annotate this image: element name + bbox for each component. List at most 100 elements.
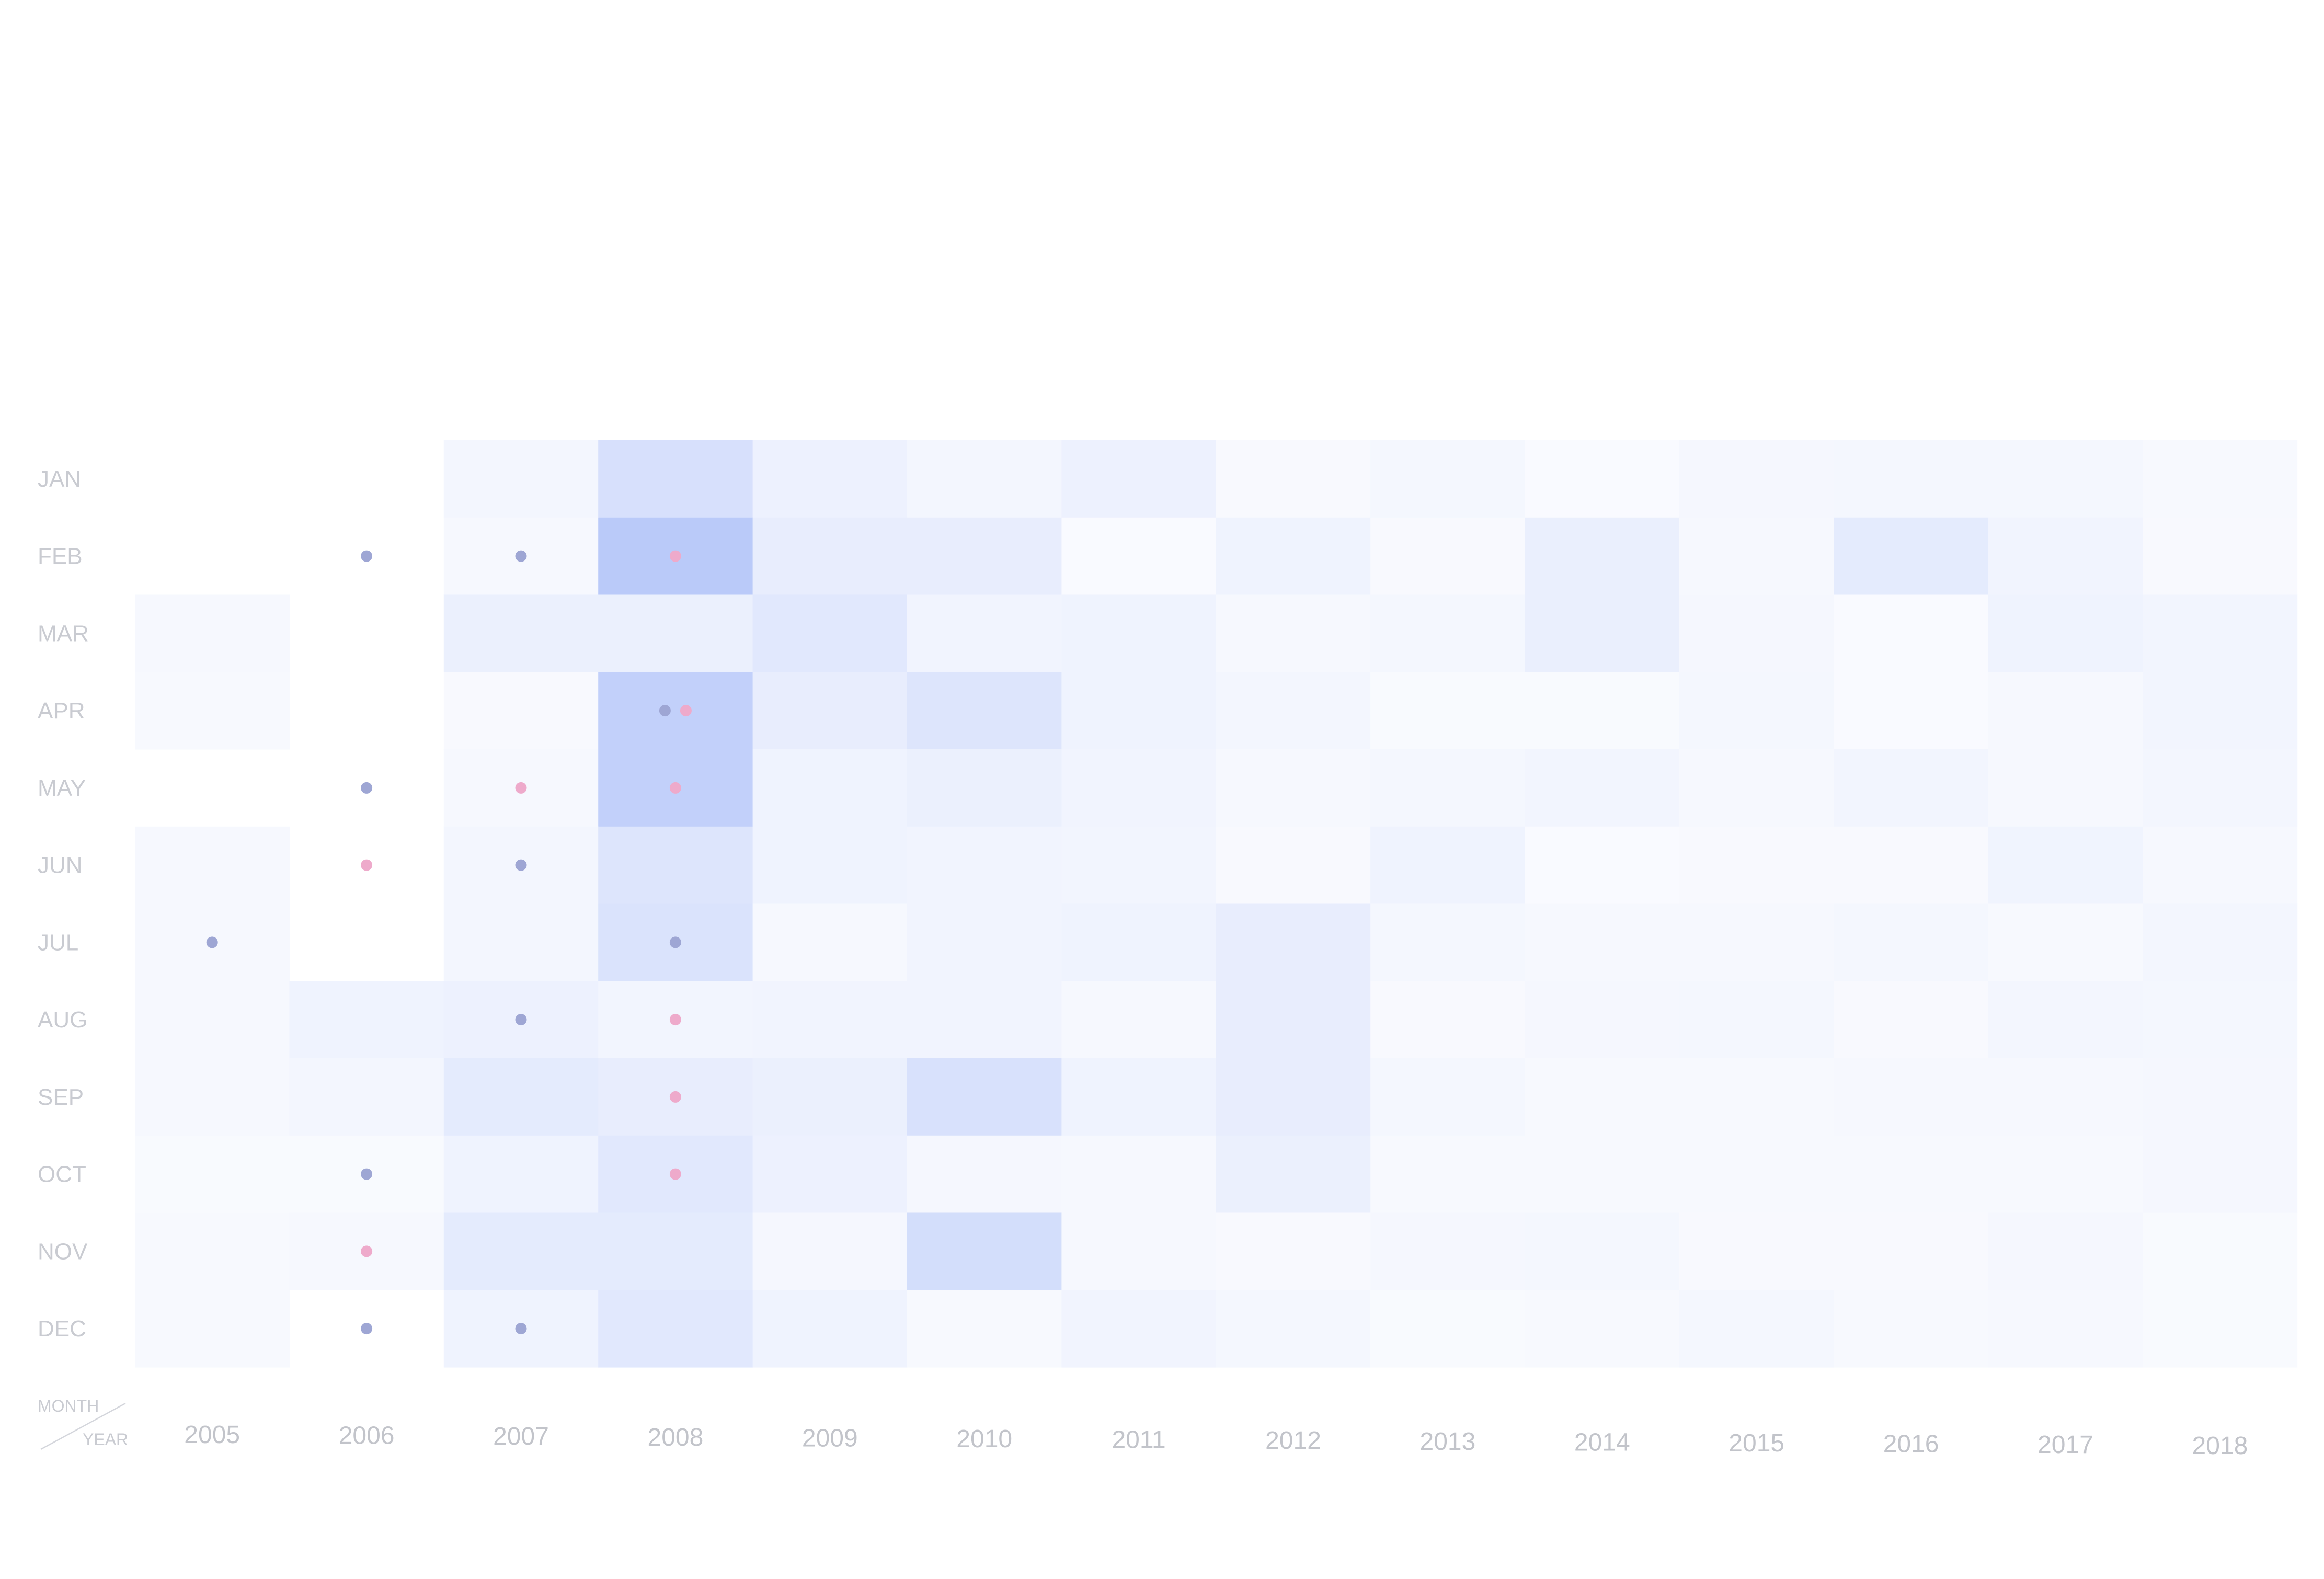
marker-pink-nov-2006 (361, 1245, 373, 1257)
heatmap-cell-jan-2010 (907, 440, 1062, 518)
month-label-jan: JAN (38, 466, 81, 492)
heatmap-cell-mar-2008 (598, 594, 753, 672)
year-label-2014: 2014 (1574, 1428, 1630, 1456)
heatmap-cell-jul-2016 (1834, 903, 1989, 981)
heatmap-cell-jun-2014 (1525, 826, 1680, 905)
heatmap-cell-nov-2015 (1679, 1212, 1834, 1290)
heatmap-cell-dec-2017 (1988, 1290, 2143, 1368)
heatmap-cell-apr-2010 (907, 672, 1062, 750)
heatmap-cell-sep-2005 (135, 1058, 290, 1136)
heatmap-cell-jan-2018 (2143, 440, 2298, 518)
heatmap-cell-sep-2007 (443, 1058, 599, 1136)
month-label-feb: FEB (38, 544, 83, 569)
heatmap-cell-dec-2009 (752, 1290, 908, 1368)
month-label-apr: APR (38, 698, 85, 724)
heatmap-cell-nov-2011 (1061, 1212, 1217, 1290)
heatmap-cell-jan-2013 (1370, 440, 1526, 518)
month-label-aug: AUG (38, 1007, 87, 1033)
heatmap-cell-sep-2009 (752, 1058, 908, 1136)
heatmap-cell-aug-2014 (1525, 981, 1680, 1059)
heatmap-cell-may-2015 (1679, 749, 1834, 827)
heatmap-cell-dec-2015 (1679, 1290, 1834, 1368)
heatmap-cell-apr-2015 (1679, 672, 1834, 750)
marker-blue-jul-2005 (206, 936, 218, 948)
heatmap-cell-jul-2017 (1988, 903, 2143, 981)
heatmap-cell-aug-2011 (1061, 981, 1217, 1059)
heatmap-cell-oct-2014 (1525, 1135, 1680, 1214)
marker-blue-jun-2007 (515, 859, 527, 871)
marker-pink-oct-2008 (669, 1168, 681, 1180)
heatmap-cell-jan-2012 (1216, 440, 1371, 518)
heatmap-cell-oct-2005 (135, 1135, 290, 1214)
marker-pink-jun-2006 (361, 859, 373, 871)
year-label-2016: 2016 (1883, 1431, 1939, 1458)
heatmap-cell-feb-2014 (1525, 517, 1680, 596)
heatmap-cell-oct-2011 (1061, 1135, 1217, 1214)
heatmap-cell-feb-2012 (1216, 517, 1371, 596)
heatmap-cell-may-2012 (1216, 749, 1371, 827)
heatmap-cell-nov-2005 (135, 1212, 290, 1290)
heatmap-cell-apr-2017 (1988, 672, 2143, 750)
heatmap-cell-jul-2018 (2143, 903, 2298, 981)
heatmap-cell-mar-2005 (135, 594, 290, 672)
year-label-2010: 2010 (956, 1425, 1012, 1453)
heatmap-cell-apr-2009 (752, 672, 908, 750)
heatmap-cell-apr-2007 (443, 672, 599, 750)
month-label-jun: JUN (38, 853, 83, 878)
heatmap-cell-oct-2010 (907, 1135, 1062, 1214)
month-label-sep: SEP (38, 1084, 84, 1110)
heatmap-cell-jan-2016 (1834, 440, 1989, 518)
heatmap-cell-nov-2010 (907, 1212, 1062, 1290)
heatmap-cell-dec-2016 (1834, 1290, 1989, 1368)
heatmap-cell-jul-2012 (1216, 903, 1371, 981)
heatmap-cell-dec-2018 (2143, 1290, 2298, 1368)
heatmap-cell-dec-2012 (1216, 1290, 1371, 1368)
heatmap-cell-aug-2015 (1679, 981, 1834, 1059)
heatmap-cell-jun-2013 (1370, 826, 1526, 905)
heatmap-cell-mar-2014 (1525, 594, 1680, 672)
heatmap-cell-feb-2015 (1679, 517, 1834, 596)
marker-pink-feb-2008 (669, 550, 681, 562)
month-label-may: MAY (38, 775, 86, 801)
heatmap-cell-feb-2017 (1988, 517, 2143, 596)
heatmap-cell-mar-2013 (1370, 594, 1526, 672)
heatmap-cell-aug-2016 (1834, 981, 1989, 1059)
heatmap-cell-aug-2009 (752, 981, 908, 1059)
heatmap-cell-oct-2016 (1834, 1135, 1989, 1214)
heatmap-cell-nov-2017 (1988, 1212, 2143, 1290)
marker-blue-dec-2006 (361, 1323, 373, 1335)
heatmap-cell-sep-2006 (289, 1058, 444, 1136)
heatmap-cell-aug-2010 (907, 981, 1062, 1059)
year-axis-labels: 2005 2006 2007 2008 2009 2010 2011 2012 2013 2014… (184, 1421, 2248, 1460)
heatmap-cell-apr-2005 (135, 672, 290, 750)
year-label-2007: 2007 (493, 1423, 549, 1450)
heatmap-cell-sep-2013 (1370, 1058, 1526, 1136)
corner-divider-line (40, 1402, 126, 1450)
heatmap-cell-aug-2012 (1216, 981, 1371, 1059)
heatmap-cell-sep-2018 (2143, 1058, 2298, 1136)
heatmap-cell-mar-2015 (1679, 594, 1834, 672)
heatmap-cell-oct-2017 (1988, 1135, 2143, 1214)
heatmap-cell-feb-2016 (1834, 517, 1989, 596)
heatmap-cell-feb-2010 (907, 517, 1062, 596)
heatmap-cell-may-2016 (1834, 749, 1989, 827)
heatmap-cell-sep-2010 (907, 1058, 1062, 1136)
year-label-2008: 2008 (648, 1424, 704, 1451)
heatmap-cell-may-2017 (1988, 749, 2143, 827)
heatmap-cell-may-2013 (1370, 749, 1526, 827)
heatmap-cell-jul-2007 (443, 903, 599, 981)
heatmap-cell-oct-2018 (2143, 1135, 2298, 1214)
heatmap-cell-oct-2015 (1679, 1135, 1834, 1214)
heatmap-cell-may-2014 (1525, 749, 1680, 827)
heatmap-cell-sep-2011 (1061, 1058, 1217, 1136)
month-label-jul: JUL (38, 930, 78, 955)
heatmap-cell-jun-2010 (907, 826, 1062, 905)
year-label-2017: 2017 (2037, 1431, 2093, 1459)
heatmap-cell-aug-2013 (1370, 981, 1526, 1059)
marker-pink-apr-2008 (680, 705, 692, 717)
heatmap-cell-jan-2017 (1988, 440, 2143, 518)
marker-blue-feb-2007 (515, 550, 527, 562)
heatmap-cell-nov-2013 (1370, 1212, 1526, 1290)
year-label-2015: 2015 (1728, 1429, 1784, 1457)
